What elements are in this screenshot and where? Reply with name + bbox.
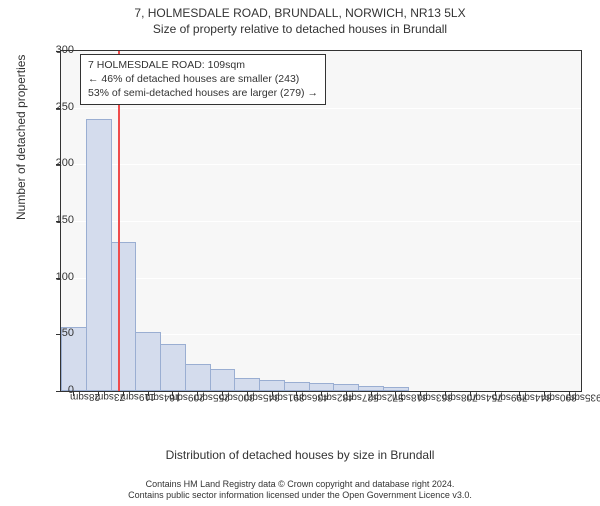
gridline: [61, 108, 581, 109]
info-line-2: ← 46% of detached houses are smaller (24…: [88, 72, 318, 86]
histogram-bar: [135, 332, 161, 391]
title-main: 7, HOLMESDALE ROAD, BRUNDALL, NORWICH, N…: [0, 6, 600, 20]
histogram-bar: [111, 242, 137, 391]
footer: Contains HM Land Registry data © Crown c…: [0, 479, 600, 502]
ytick-label: 250: [44, 101, 74, 113]
histogram-bar: [284, 382, 310, 391]
gridline: [61, 221, 581, 222]
yaxis-label: Number of detached properties: [14, 55, 28, 220]
ytick-label: 150: [44, 214, 74, 226]
ytick-label: 100: [44, 271, 74, 283]
info-line-1: 7 HOLMESDALE ROAD: 109sqm: [88, 58, 318, 72]
gridline: [61, 278, 581, 279]
ytick-label: 50: [44, 327, 74, 339]
histogram-bar: [309, 383, 335, 391]
footer-line-2: Contains public sector information licen…: [0, 490, 600, 502]
histogram-bar: [160, 344, 186, 391]
xaxis-label: Distribution of detached houses by size …: [0, 448, 600, 462]
histogram-bar: [259, 380, 285, 391]
title-sub: Size of property relative to detached ho…: [0, 22, 600, 36]
histogram-bar: [86, 119, 112, 391]
histogram-bar: [234, 378, 260, 391]
gridline: [61, 164, 581, 165]
histogram-bar: [210, 369, 236, 391]
ytick-label: 300: [44, 44, 74, 56]
histogram-bar: [185, 364, 211, 391]
ytick-label: 200: [44, 157, 74, 169]
info-box: 7 HOLMESDALE ROAD: 109sqm ← 46% of detac…: [80, 54, 326, 105]
info-line-3: 53% of semi-detached houses are larger (…: [88, 86, 318, 100]
footer-line-1: Contains HM Land Registry data © Crown c…: [0, 479, 600, 491]
